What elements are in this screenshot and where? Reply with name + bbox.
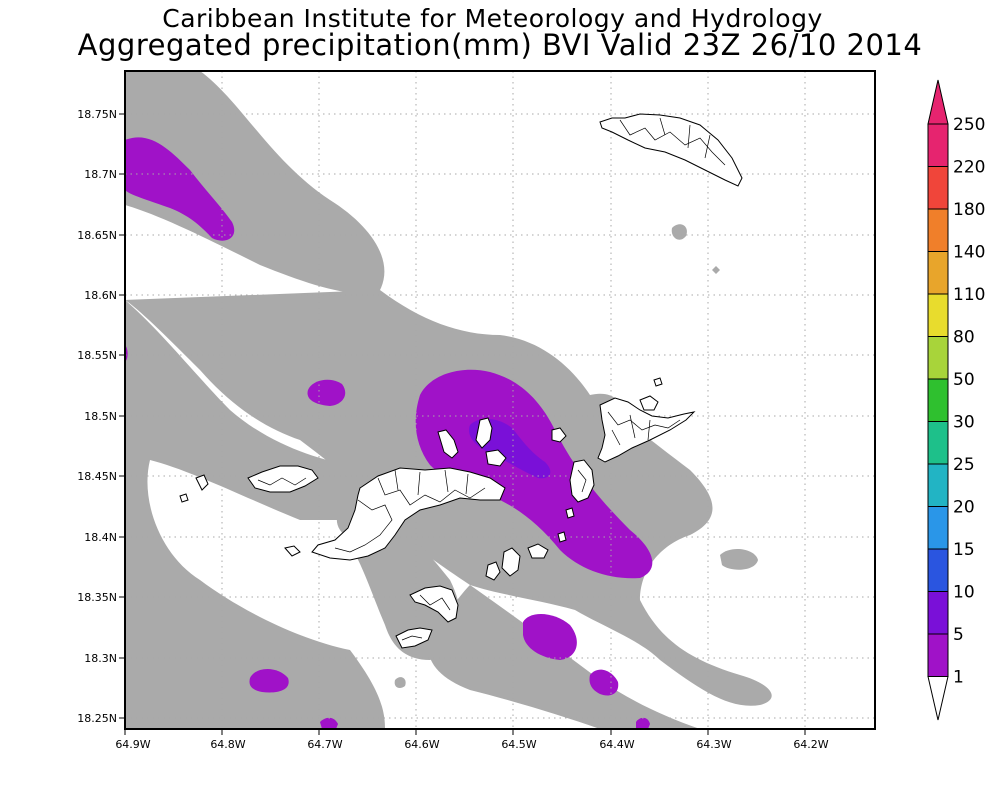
axis-ticks <box>119 113 806 735</box>
colorbar-labels: 250 220 180 140 110 80 50 30 25 20 15 10… <box>953 115 985 688</box>
colorbar-label: 1 <box>953 668 964 688</box>
lon-label: 64.4W <box>599 738 634 751</box>
lon-label: 64.8W <box>210 738 245 751</box>
lon-label: 64.5W <box>501 738 536 751</box>
map-area <box>125 71 875 729</box>
lon-label: 64.9W <box>115 738 150 751</box>
colorbar-label: 50 <box>953 370 975 390</box>
lat-lon-grid <box>125 71 875 729</box>
colorbar-swatch-140 <box>927 251 949 295</box>
lat-label: 18.75N <box>77 108 117 121</box>
lat-label: 18.65N <box>77 229 117 242</box>
lon-label: 64.7W <box>307 738 342 751</box>
colorbar-label: 5 <box>953 625 964 645</box>
lat-label: 18.5N <box>84 410 117 423</box>
colorbar-swatch-50 <box>927 378 949 422</box>
colorbar-swatch-10 <box>927 591 949 635</box>
colorbar-label: 110 <box>953 285 985 305</box>
longitude-labels: 64.9W 64.8W 64.7W 64.6W 64.5W 64.4W 64.3… <box>115 738 828 751</box>
colorbar-swatch-80 <box>927 336 949 380</box>
colorbar-swatch-15 <box>927 548 949 592</box>
colorbar-swatch-250 <box>927 123 949 167</box>
lat-label: 18.35N <box>77 591 117 604</box>
colorbar-label: 220 <box>953 158 985 178</box>
lat-label: 18.25N <box>77 712 117 725</box>
colorbar-swatch-180 <box>927 208 949 252</box>
colorbar-label: 140 <box>953 243 985 263</box>
latitude-labels: 18.75N 18.7N 18.65N 18.6N 18.55N 18.5N 1… <box>77 108 117 725</box>
plot-frame <box>124 70 876 730</box>
island-outlines <box>179 113 743 649</box>
colorbar-label: 180 <box>953 200 985 220</box>
chart-subtitle: Aggregated precipitation(mm) BVI Valid 2… <box>77 28 923 62</box>
colorbar-swatch-220 <box>927 166 949 210</box>
colorbar-label: 10 <box>953 583 975 603</box>
colorbar <box>927 79 949 721</box>
lat-label: 18.4N <box>84 531 117 544</box>
lat-label: 18.7N <box>84 168 117 181</box>
lat-label: 18.6N <box>84 289 117 302</box>
colorbar-label: 20 <box>953 498 975 518</box>
colorbar-swatch-110 <box>927 293 949 337</box>
lat-label: 18.55N <box>77 349 117 362</box>
colorbar-label: 80 <box>953 328 975 348</box>
colorbar-swatch-5 <box>927 633 949 677</box>
island-internal-boundaries <box>257 117 726 641</box>
colorbar-bottom-triangle <box>927 676 949 721</box>
colorbar-label: 30 <box>953 413 975 433</box>
lon-label: 64.2W <box>793 738 828 751</box>
lon-label: 64.3W <box>696 738 731 751</box>
lon-label: 64.6W <box>404 738 439 751</box>
lat-label: 18.3N <box>84 652 117 665</box>
colorbar-swatch-25 <box>927 463 949 507</box>
colorbar-label: 25 <box>953 455 975 475</box>
colorbar-swatch-30 <box>927 421 949 465</box>
colorbar-swatch-20 <box>927 506 949 550</box>
colorbar-label: 250 <box>953 115 985 135</box>
lat-label: 18.45N <box>77 470 117 483</box>
chart-title: Caribbean Institute for Meteorology and … <box>162 4 823 33</box>
colorbar-label: 15 <box>953 540 975 560</box>
colorbar-top-triangle <box>927 79 949 125</box>
